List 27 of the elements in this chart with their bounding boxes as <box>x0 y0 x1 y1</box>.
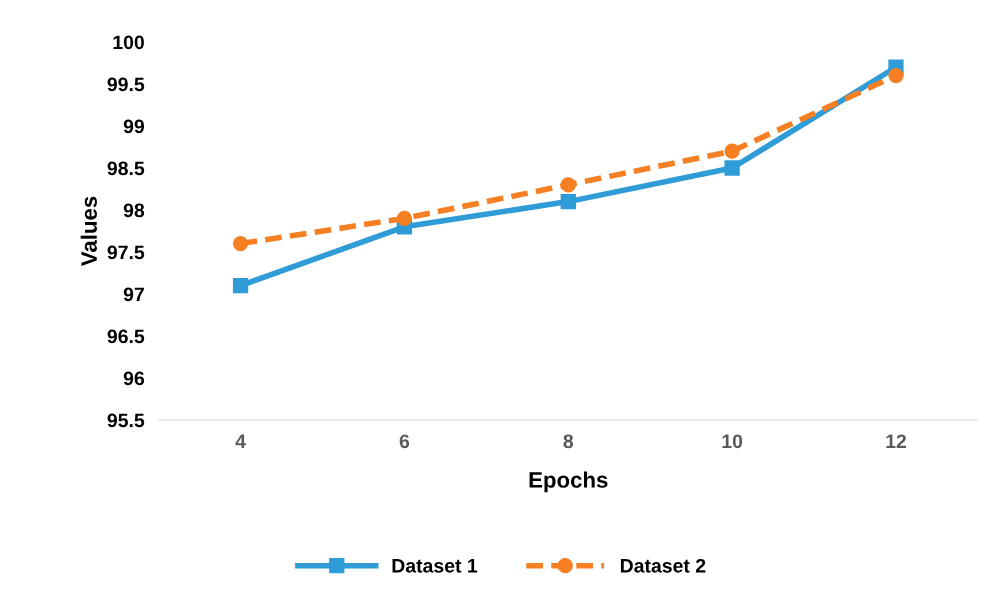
point <box>560 177 576 193</box>
point <box>232 235 249 252</box>
x-tick-label: 10 <box>722 434 743 449</box>
y-tick-label: 99.5 <box>107 77 145 92</box>
x-tick-label: 8 <box>563 434 574 449</box>
y-tick-label: 96.5 <box>107 329 145 344</box>
y-tick-label: 100 <box>113 35 144 50</box>
y-tick-label: 99 <box>123 119 145 134</box>
x-axis-title: Epochs <box>529 471 608 493</box>
point <box>396 210 413 227</box>
x-tick-label: 4 <box>235 434 246 448</box>
legend-label: Dataset 1 <box>392 559 478 573</box>
point <box>232 277 249 294</box>
point <box>888 67 904 84</box>
y-tick-label: 98.5 <box>107 161 145 176</box>
y-tick-label: 97.5 <box>107 245 145 260</box>
y-tick-label: 95.5 <box>107 413 145 428</box>
point <box>724 143 740 159</box>
y-axis-title: Values <box>80 196 97 267</box>
x-tick-label: 6 <box>399 434 410 449</box>
point <box>560 193 576 210</box>
y-tick-label: 97 <box>123 287 144 302</box>
x-tick-label: 12 <box>886 434 907 448</box>
legend-label: Dataset 2 <box>620 558 706 573</box>
point <box>724 160 740 176</box>
y-tick-label: 98 <box>123 203 145 218</box>
y-tick-label: 96 <box>123 371 145 386</box>
